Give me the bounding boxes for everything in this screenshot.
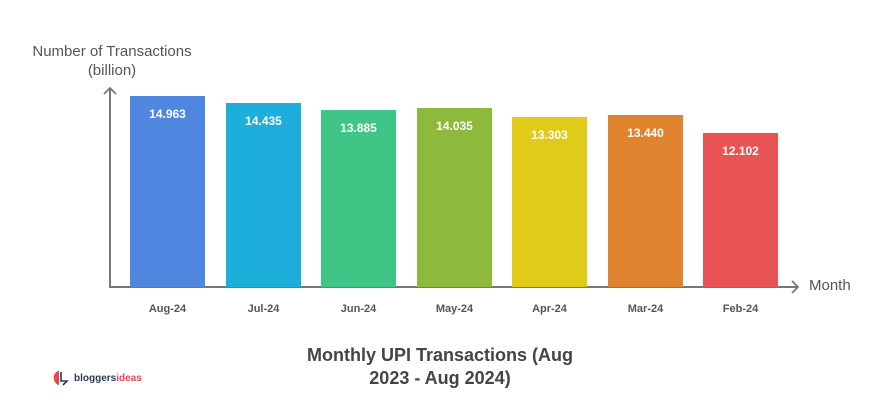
- x-tick-label: Apr-24: [532, 303, 567, 315]
- logo-text: bloggersideas: [74, 373, 142, 384]
- x-axis-label: Month: [809, 277, 851, 294]
- bar-mar-24: 13.440: [608, 115, 683, 287]
- x-tick-label: Mar-24: [627, 303, 664, 315]
- x-axis-line: [109, 286, 797, 288]
- logo-text-accent: ideas: [116, 372, 142, 384]
- bar-value-label: 13.885: [340, 121, 377, 135]
- bar-value-label: 14.963: [149, 107, 186, 121]
- y-axis-label-line-1: Number of Transactions: [32, 43, 192, 60]
- bar-jun-24: 13.885: [321, 110, 396, 287]
- bloggersideas-logo: bloggersideas: [52, 370, 142, 386]
- x-axis-arrow-icon: [791, 280, 800, 294]
- bar-feb-24: 12.102: [703, 133, 778, 287]
- bar-aug-24: 14.963: [130, 96, 205, 287]
- bar-value-label: 14.035: [436, 119, 473, 133]
- x-tick-label: Aug-24: [148, 303, 187, 315]
- bar-apr-24: 13.303: [512, 117, 587, 287]
- y-axis-line: [109, 88, 111, 288]
- bar-value-label: 13.440: [627, 126, 664, 140]
- bar-value-label: 13.303: [531, 128, 568, 142]
- chart-title: Monthly UPI Transactions (Aug 2023 - Aug…: [260, 344, 620, 390]
- logo-mark-icon: [53, 371, 69, 386]
- x-tick-label: Feb-24: [722, 303, 759, 315]
- y-axis-label-line-2: (billion): [87, 62, 137, 79]
- chart-title-line-1: Monthly UPI Transactions (Aug: [306, 345, 574, 365]
- y-axis-arrow-icon: [103, 86, 117, 95]
- bar-jul-24: 14.435: [226, 103, 301, 287]
- x-tick-label: May-24: [435, 303, 474, 315]
- x-tick-label: Jun-24: [340, 303, 377, 315]
- x-tick-label: Jul-24: [247, 303, 280, 315]
- chart-title-line-2: 2023 - Aug 2024): [369, 368, 511, 388]
- bar-may-24: 14.035: [417, 108, 492, 287]
- y-axis-label: Number of Transactions (billion): [12, 42, 212, 80]
- bar-value-label: 12.102: [722, 144, 759, 158]
- bar-value-label: 14.435: [245, 114, 282, 128]
- logo-text-main: bloggers: [74, 372, 117, 384]
